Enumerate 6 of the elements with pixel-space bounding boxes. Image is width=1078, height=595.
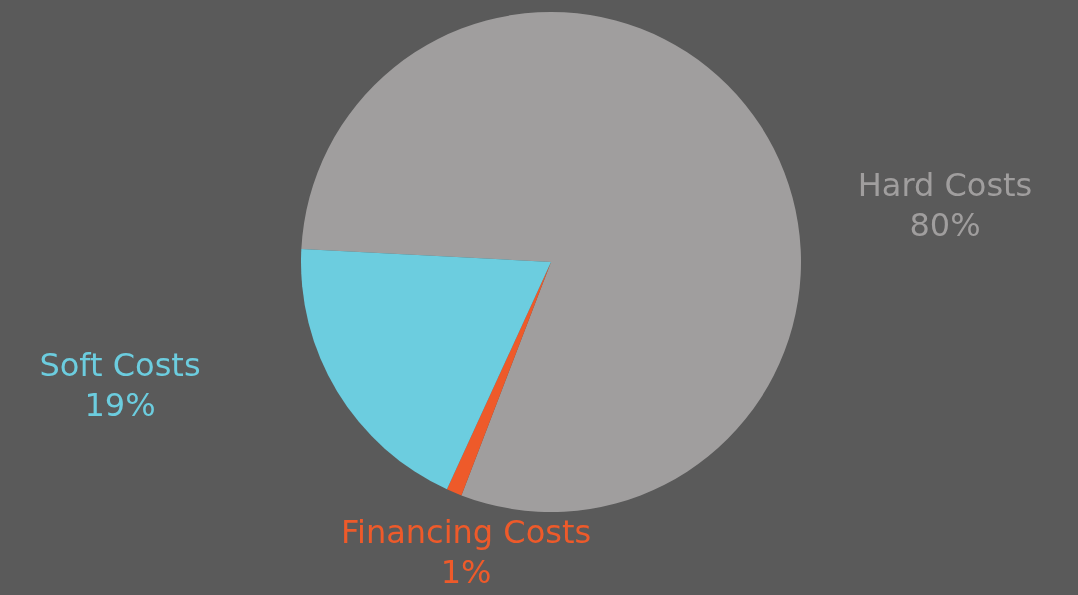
data-label: 1%: [440, 553, 492, 591]
data-label: 80%: [909, 206, 981, 244]
data-label: 19%: [84, 386, 156, 424]
slice-label: Financing Costs: [340, 513, 592, 551]
slice-label: Soft Costs: [39, 346, 201, 384]
slice-label: Hard Costs: [857, 166, 1033, 204]
